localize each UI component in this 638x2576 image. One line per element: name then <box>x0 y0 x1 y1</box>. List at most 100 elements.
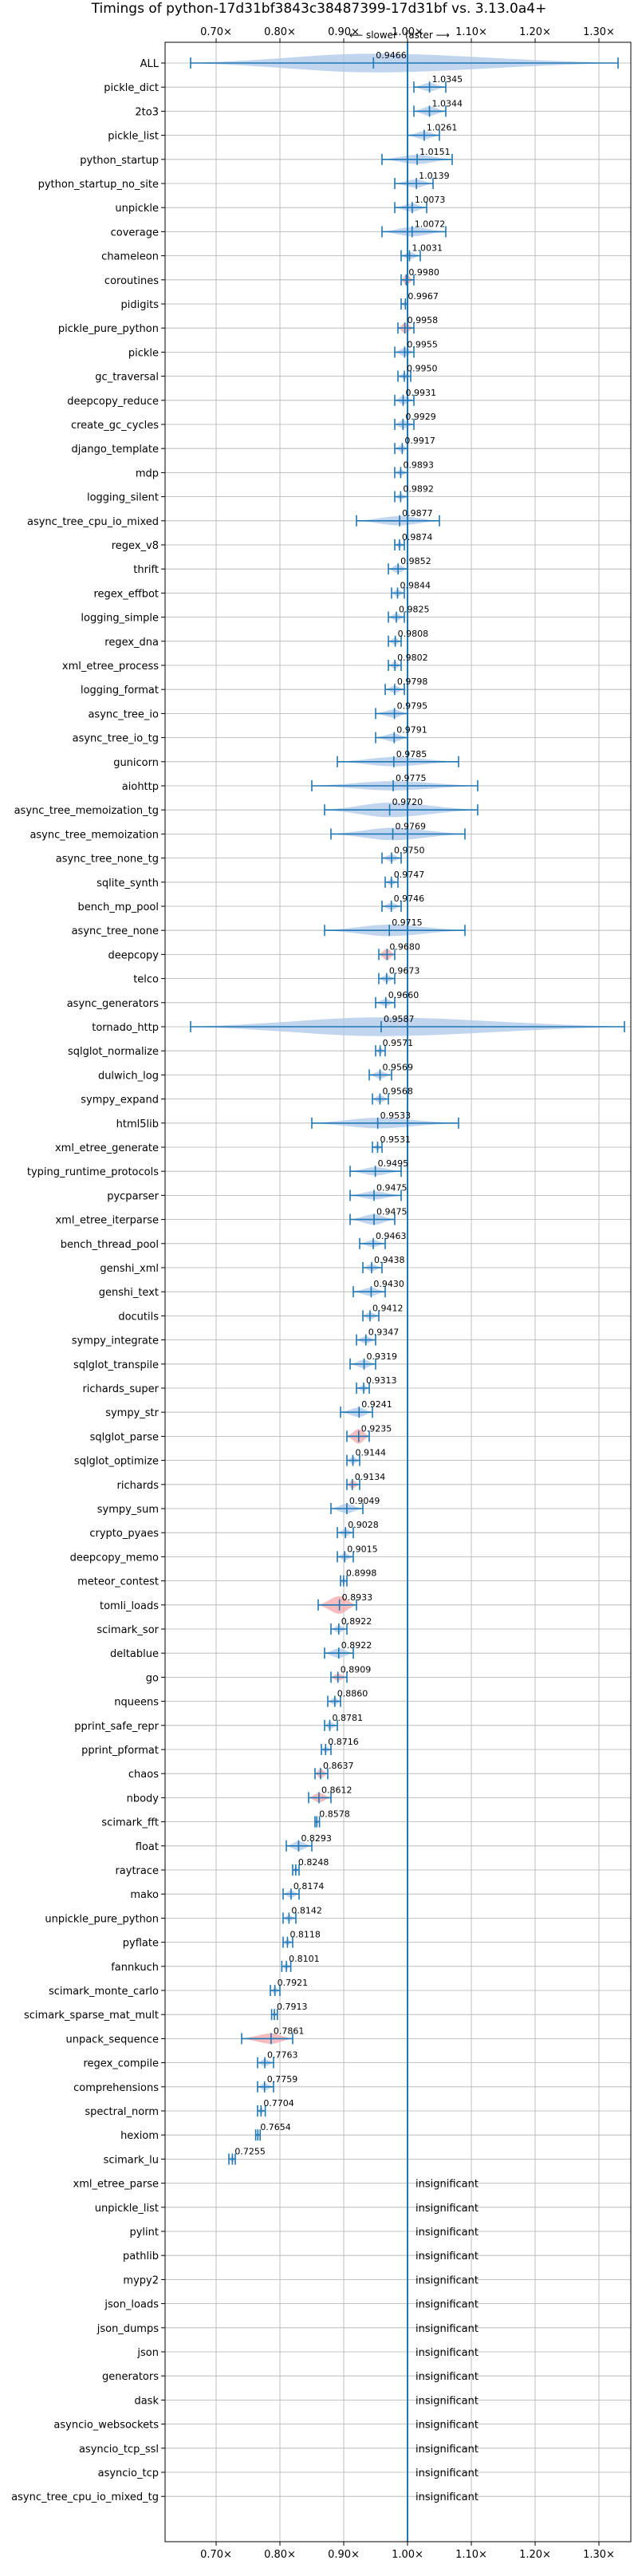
x-tick-label-bottom: 0.80× <box>264 2549 296 2561</box>
value-label: 0.9893 <box>403 460 434 470</box>
benchmark-name-label: logging_format <box>81 684 159 696</box>
benchmark-name-label: bench_mp_pool <box>77 901 159 913</box>
benchmark-name-label: xml_etree_iterparse <box>55 1215 159 1227</box>
benchmark-name-label: pycparser <box>107 1190 159 1202</box>
value-label: 0.9531 <box>380 1134 410 1145</box>
value-label: 0.9660 <box>388 990 419 1000</box>
benchmark-name-label: deepcopy_reduce <box>67 396 159 408</box>
benchmark-name-label: regex_effbot <box>93 588 159 600</box>
benchmark-name-label: nqueens <box>114 1697 159 1709</box>
value-label: 0.9808 <box>398 629 429 639</box>
chart-title: Timings of python-17d31bf3843c38487399-1… <box>91 1 547 17</box>
benchmark-name-label: chaos <box>128 1769 159 1781</box>
x-tick-label-bottom: 0.90× <box>328 2549 360 2561</box>
benchmark-name-label: sqlglot_normalize <box>68 1046 159 1058</box>
benchmark-name-label: genshi_xml <box>100 1263 159 1275</box>
benchmark-name-label: sympy_expand <box>81 1095 159 1107</box>
value-label: 0.7763 <box>267 2050 298 2061</box>
value-label: 0.9892 <box>403 484 434 495</box>
value-label: 0.8101 <box>289 1954 320 1964</box>
value-label: 0.9680 <box>389 941 420 952</box>
insignificant-label: insignificant <box>415 2347 478 2359</box>
insignificant-label: insignificant <box>415 2444 478 2456</box>
benchmark-name-label: async_tree_memoization_tg <box>14 805 159 817</box>
value-label: 0.9568 <box>382 1087 413 1097</box>
value-label: 0.9874 <box>402 532 433 542</box>
benchmark-name-label: genshi_text <box>99 1287 159 1299</box>
value-label: 0.9313 <box>366 1375 397 1386</box>
benchmark-name-label: asyncio_tcp <box>98 2468 159 2479</box>
benchmark-name-label: bench_thread_pool <box>61 1239 159 1251</box>
value-label: 0.9844 <box>400 580 431 590</box>
benchmark-name-label: aiohttp <box>122 781 159 793</box>
x-tick-label-top: 0.80× <box>264 26 296 38</box>
benchmark-name-label: mypy2 <box>123 2274 159 2286</box>
value-label: 0.9715 <box>392 917 423 928</box>
benchmark-name-label: async_tree_io <box>88 708 159 720</box>
x-tick-label-bottom: 1.30× <box>583 2549 615 2561</box>
value-label: 0.9533 <box>380 1110 412 1121</box>
x-tick-label-bottom: 1.20× <box>519 2549 551 2561</box>
value-label: 0.9775 <box>396 773 427 783</box>
benchmark-name-label: async_tree_io_tg <box>73 733 159 745</box>
benchmark-name-label: asyncio_tcp_ssl <box>79 2444 159 2456</box>
value-label: 0.7654 <box>260 2122 291 2132</box>
value-label: 0.9466 <box>376 50 407 61</box>
value-label: 0.9967 <box>408 291 439 302</box>
benchmark-name-label: regex_dna <box>104 637 159 649</box>
benchmark-name-label: deltablue <box>110 1648 159 1660</box>
value-label: 0.8922 <box>341 1640 372 1651</box>
insignificant-label: insignificant <box>415 2395 478 2407</box>
value-label: 0.9917 <box>404 436 435 446</box>
benchmark-name-label: xml_etree_process <box>62 661 159 673</box>
x-tick-label-top: 0.90× <box>328 26 360 38</box>
benchmark-name-label: async_tree_memoization <box>30 829 159 841</box>
value-label: 0.8922 <box>341 1616 372 1627</box>
benchmark-name-label: unpickle <box>115 203 159 215</box>
benchmark-name-label: ALL <box>140 58 160 70</box>
value-label: 1.0031 <box>412 243 443 254</box>
benchmark-name-label: xml_etree_generate <box>55 1142 159 1154</box>
value-label: 1.0151 <box>419 147 451 157</box>
value-label: 0.9319 <box>367 1351 398 1362</box>
value-label: 1.0139 <box>419 171 450 181</box>
value-label: 0.9980 <box>408 267 439 278</box>
value-label: 0.9785 <box>396 749 427 759</box>
benchmark-name-label: 2to3 <box>135 106 159 118</box>
value-label: 0.9791 <box>396 725 427 736</box>
value-label: 0.8248 <box>298 1857 329 1868</box>
benchmark-name-label: json_loads <box>104 2299 159 2311</box>
benchmark-name-label: json <box>136 2347 159 2359</box>
benchmark-name-label: deepcopy <box>108 949 159 961</box>
benchmark-name-label: pickle_pure_python <box>58 323 159 335</box>
value-label: 0.7913 <box>277 2002 308 2012</box>
benchmark-name-label: dulwich_log <box>98 1070 159 1082</box>
faster-label: faster ⟶ <box>405 30 450 41</box>
value-label: 0.9929 <box>405 412 436 422</box>
value-label: 0.9475 <box>376 1182 408 1193</box>
benchmark-name-label: logging_simple <box>81 613 159 625</box>
value-label: 0.9430 <box>373 1279 404 1289</box>
value-label: 1.0344 <box>432 98 463 108</box>
benchmark-name-label: unpickle_pure_python <box>45 1913 159 1925</box>
value-label: 0.9950 <box>407 364 438 374</box>
benchmark-name-label: scimark_sparse_mat_mult <box>24 2010 159 2022</box>
benchmark-name-label: pathlib <box>123 2251 159 2262</box>
benchmark-name-label: chameleon <box>101 251 159 263</box>
value-label: 0.8860 <box>337 1689 368 1699</box>
benchmark-name-label: comprehensions <box>73 2082 159 2094</box>
benchmark-name-label: thrift <box>133 564 159 576</box>
benchmark-name-label: pyflate <box>123 1938 159 1950</box>
benchmark-name-label: meteor_contest <box>77 1576 159 1588</box>
value-label: 0.8142 <box>291 1905 322 1915</box>
benchmark-name-label: dask <box>134 2395 159 2407</box>
benchmark-name-label: mdp <box>136 467 159 479</box>
x-tick-label-bottom: 1.00× <box>392 2549 423 2561</box>
value-label: 0.9673 <box>389 966 419 976</box>
benchmark-name-label: pickle <box>128 347 159 359</box>
benchmark-name-label: generators <box>102 2371 159 2383</box>
benchmark-name-label: asyncio_websockets <box>53 2420 159 2432</box>
benchmark-name-label: pidigits <box>121 299 160 311</box>
value-label: 0.9747 <box>394 870 425 880</box>
